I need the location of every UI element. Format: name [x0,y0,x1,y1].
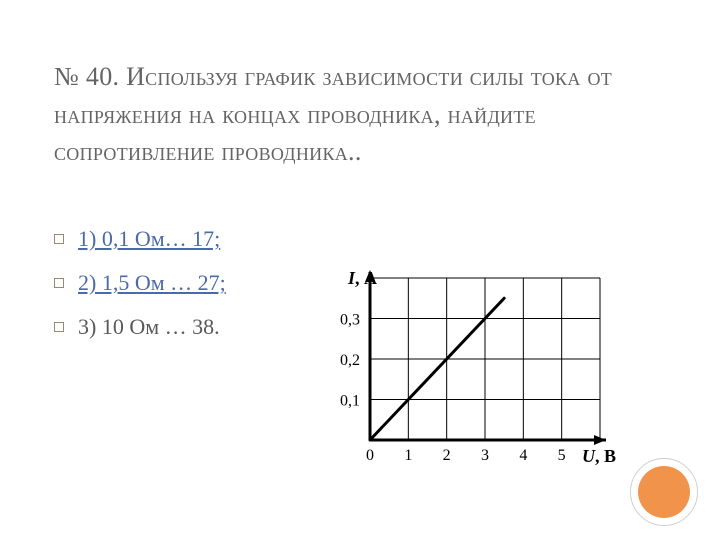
answer-option[interactable]: 1) 0,1 Ом… 17; [54,217,666,261]
svg-text:0: 0 [366,447,374,464]
svg-text:5: 5 [558,447,566,464]
bullet-icon [54,234,64,244]
chart: 0 1 2 3 4 5 0,1 0,2 0,3 I, А U, В [300,270,620,480]
chart-svg: 0 1 2 3 4 5 0,1 0,2 0,3 I, А U, В [300,270,620,480]
svg-text:2: 2 [443,447,451,464]
svg-text:0,1: 0,1 [340,393,360,410]
slide: № 40. Используя график зависимости силы … [0,0,720,540]
accent-dot-icon [638,466,690,518]
svg-text:0,2: 0,2 [340,352,360,369]
svg-text:3: 3 [481,447,489,464]
question-text: № 40. Используя график зависимости силы … [54,58,666,171]
bullet-icon [54,322,64,332]
answer-text: 1) 0,1 Ом… 17; [78,217,220,261]
answer-text: 3) 10 Ом … 38. [78,305,220,349]
svg-text:U, В: U, В [582,446,616,466]
svg-text:0,3: 0,3 [340,312,360,329]
bullet-icon [54,278,64,288]
svg-text:I, А: I, А [347,270,377,288]
svg-text:4: 4 [519,447,527,464]
answer-text: 2) 1,5 Ом … 27; [78,261,226,305]
svg-text:1: 1 [404,447,412,464]
